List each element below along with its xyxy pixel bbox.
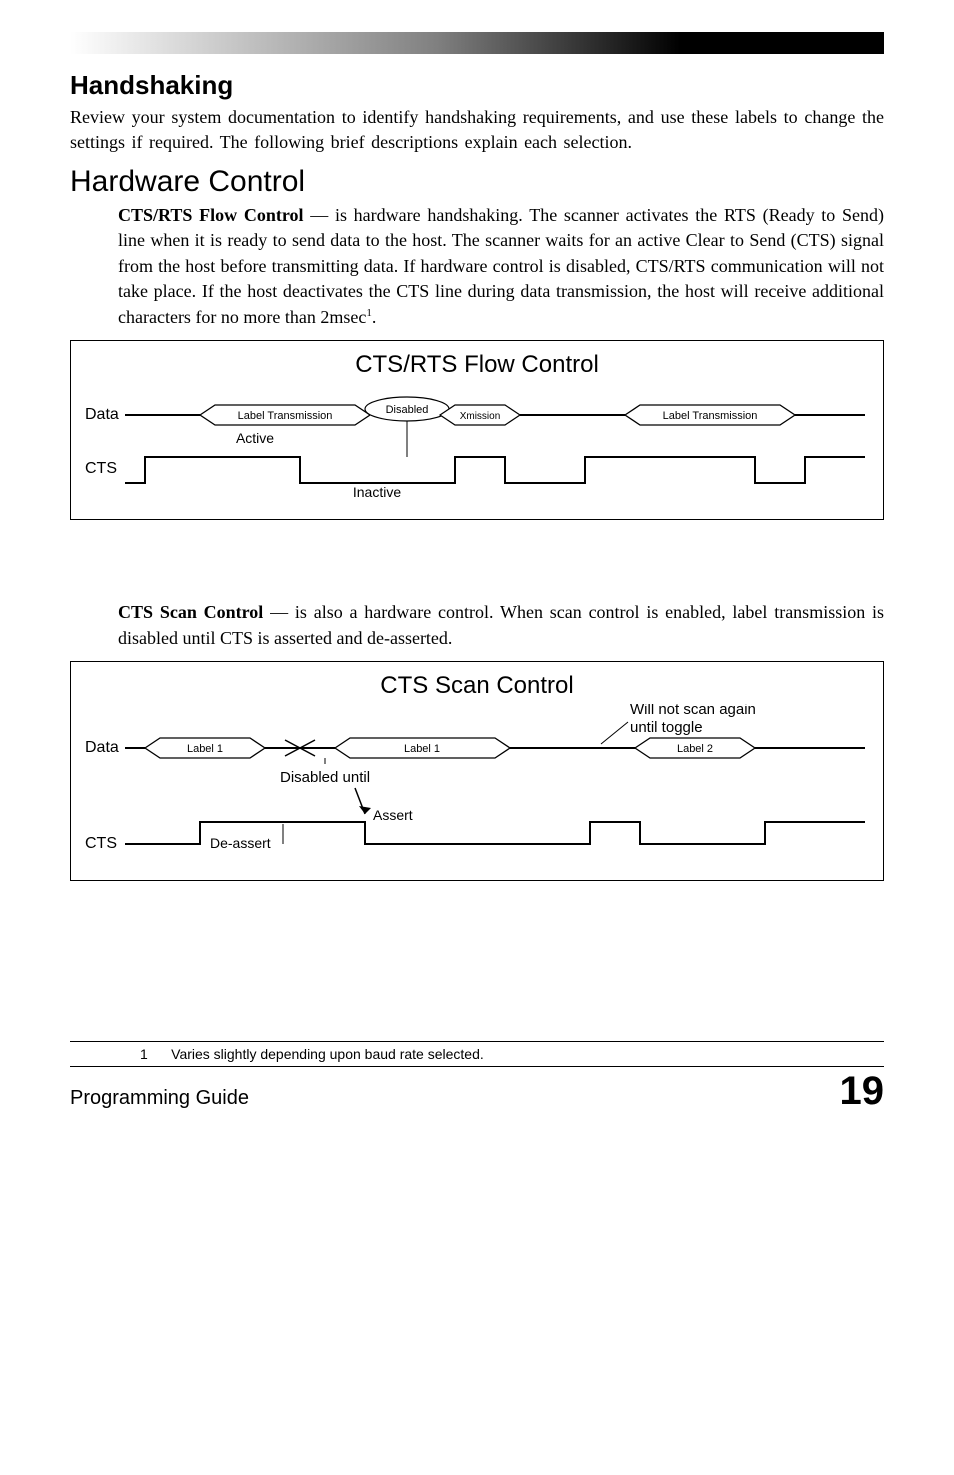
- ctsscan-bold: CTS Scan Control: [118, 602, 263, 622]
- footer: Programming Guide 19: [70, 1067, 884, 1114]
- d1-lt1: Label Transmission: [238, 410, 333, 422]
- intro-paragraph: Review your system documentation to iden…: [70, 105, 884, 155]
- footer-page-number: 19: [840, 1069, 885, 1114]
- d2-deassert: De-assert: [210, 835, 271, 851]
- footnote-num: 1: [140, 1046, 148, 1062]
- d2-label1b: Label 1: [404, 743, 440, 755]
- heading-hardware-control: Hardware Control: [70, 165, 884, 199]
- d1-inactive: Inactive: [353, 484, 401, 500]
- footnote-text: Varies slightly depending upon baud rate…: [171, 1046, 484, 1062]
- diagram-ctsrts-flow: CTS/RTS Flow Control Data Label Transmis…: [70, 340, 884, 520]
- header-gradient-bar: [70, 32, 884, 54]
- heading-handshaking: Handshaking: [70, 70, 884, 101]
- d1-xmission: Xmission: [460, 411, 501, 422]
- footnote-row: 1 Varies slightly depending upon baud ra…: [70, 1042, 884, 1066]
- ctsrts-dash: —: [304, 205, 335, 225]
- d1-disabled: Disabled: [386, 404, 429, 416]
- d2-disabled-until: Disabled until: [280, 769, 370, 786]
- diagram1-title: CTS/RTS Flow Control: [85, 351, 869, 379]
- footer-left: Programming Guide: [70, 1087, 249, 1110]
- d2-willnot: Will not scan again: [630, 704, 756, 718]
- ctsrts-period: .: [372, 307, 377, 327]
- diagram1-svg: Data Label Transmission Disabled Xmissio…: [85, 393, 869, 503]
- d2-data-label: Data: [85, 739, 119, 756]
- d1-lt2: Label Transmission: [663, 410, 758, 422]
- diagram2-title: CTS Scan Control: [85, 672, 869, 700]
- ctsrts-bold: CTS/RTS Flow Control: [118, 205, 304, 225]
- d2-assert: Assert: [373, 807, 413, 823]
- d1-cts-label: CTS: [85, 460, 117, 477]
- diagram-cts-scan: CTS Scan Control Will not scan again unt…: [70, 661, 884, 881]
- d2-cts-label: CTS: [85, 835, 117, 852]
- diagram2-svg: Will not scan again until toggle Data La…: [85, 704, 869, 864]
- d2-label2: Label 2: [677, 743, 713, 755]
- d1-active: Active: [236, 430, 274, 446]
- ctsscan-paragraph: CTS Scan Control — is also a hardware co…: [118, 600, 884, 651]
- ctsscan-dash: —: [263, 602, 295, 622]
- ctsrts-paragraph: CTS/RTS Flow Control — is hardware hands…: [118, 203, 884, 331]
- d1-data-label: Data: [85, 406, 119, 423]
- d2-untiltoggle: until toggle: [630, 719, 703, 736]
- d2-label1: Label 1: [187, 743, 223, 755]
